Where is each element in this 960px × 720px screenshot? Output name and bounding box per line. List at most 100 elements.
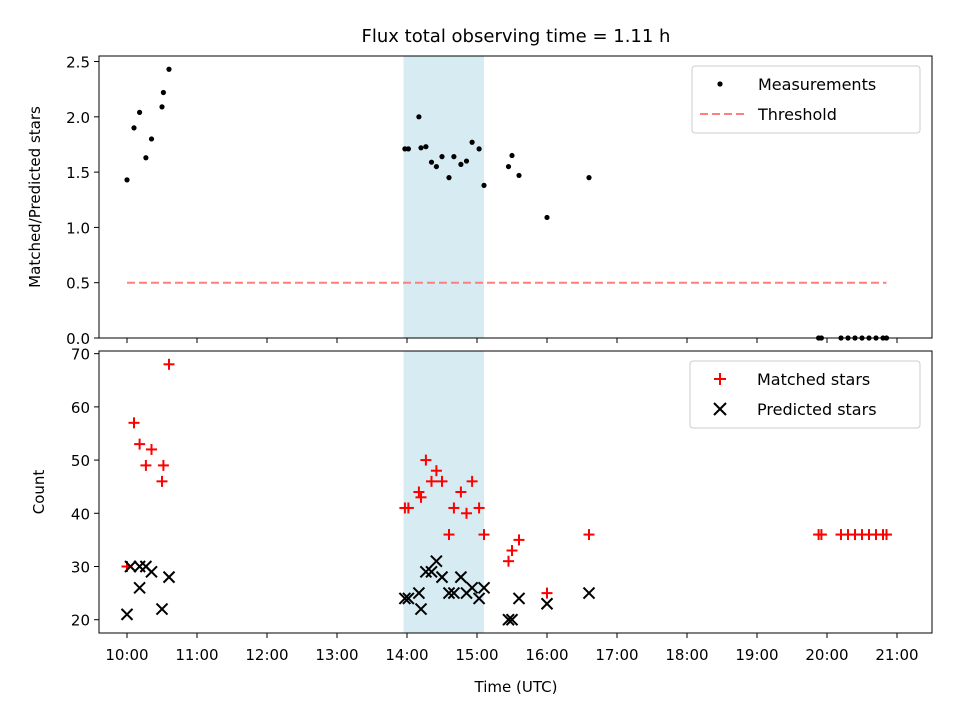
measurement-point xyxy=(166,66,172,72)
measurement-point xyxy=(131,125,137,131)
predicted-point xyxy=(477,581,491,594)
predicted-point xyxy=(120,608,134,621)
bottom-x-axis: 10:00 11:00 12:00 13:00 14:00 15:00 16:00 17:00… xyxy=(105,633,919,664)
matched-point xyxy=(473,502,485,514)
measurement-point xyxy=(505,163,512,170)
predicted-point xyxy=(472,592,486,605)
matched-point xyxy=(146,443,157,455)
matched-point xyxy=(140,459,152,471)
measurement-point xyxy=(481,182,487,188)
matched-point xyxy=(415,491,427,503)
predicted-point xyxy=(512,592,526,605)
predicted-point xyxy=(145,565,158,579)
top-y-axis: 0.0 0.5 1.0 1.5 2.0 2.5 xyxy=(66,54,99,348)
top-y-tick-label: 2.0 xyxy=(66,109,90,127)
predicted-point xyxy=(465,581,479,594)
matched-point xyxy=(402,502,414,514)
top-y-axis-label: Matched/Predicted stars xyxy=(26,106,44,288)
measurement-point xyxy=(416,114,422,120)
top-plot-frame xyxy=(98,55,933,339)
predicted-point xyxy=(430,554,443,568)
top-legend: Measurements Threshold xyxy=(691,65,921,134)
x-tick-label: 14:00 xyxy=(385,646,428,664)
x-tick-label: 17:00 xyxy=(595,646,638,664)
measurement-point xyxy=(463,158,470,164)
measurement-point xyxy=(433,163,439,170)
bottom-y-tick-label: 40 xyxy=(71,505,90,523)
measurement-point xyxy=(446,175,452,181)
predicted-point xyxy=(402,592,415,605)
predicted-point xyxy=(133,581,146,594)
legend-label-measurements: Measurements xyxy=(758,75,876,94)
matched-point xyxy=(420,454,432,466)
bottom-y-tick-label: 70 xyxy=(71,346,90,364)
predicted-point xyxy=(540,597,554,610)
measurement-point xyxy=(516,172,522,179)
x-tick-label: 12:00 xyxy=(245,646,288,664)
count-points xyxy=(120,358,892,626)
top-x-ticks xyxy=(126,338,898,343)
legend-label-threshold: Threshold xyxy=(757,105,837,124)
measurement-point xyxy=(143,155,149,161)
measurement-point xyxy=(160,89,166,96)
measurement-point xyxy=(509,152,515,159)
predicted-point xyxy=(502,613,515,626)
bottom-panel: 20 30 40 50 60 70 10:00 11:00 12:00 13:00 14:00 15… xyxy=(30,346,933,696)
matched-point xyxy=(443,529,455,541)
top-y-tick-label: 0.5 xyxy=(66,275,90,293)
bottom-y-axis: 20 30 40 50 60 70 xyxy=(71,346,99,630)
predicted-point xyxy=(162,570,176,584)
x-tick-label: 18:00 xyxy=(665,646,708,664)
top-panel: 0.0 0.5 1.0 1.5 2.0 2.5 Matched/Predicted sta… xyxy=(26,54,933,348)
legend-label-matched: Matched stars xyxy=(757,370,870,389)
predicted-point xyxy=(442,586,456,600)
measurement-point xyxy=(124,177,130,183)
measurement-point xyxy=(544,214,550,221)
matched-point xyxy=(466,475,478,487)
top-y-tick-label: 1.0 xyxy=(66,219,90,237)
predicted-point xyxy=(398,592,412,605)
predicted-point xyxy=(505,613,519,626)
measurement-points xyxy=(124,66,890,341)
measurement-point xyxy=(148,136,155,142)
measurement-point xyxy=(469,139,475,145)
legend-label-predicted: Predicted stars xyxy=(757,400,877,419)
matched-point xyxy=(430,465,442,477)
matched-point xyxy=(455,486,467,498)
measurement-point xyxy=(159,104,165,110)
measurement-point xyxy=(423,144,429,150)
matched-point xyxy=(157,459,169,471)
legend-marker-predicted xyxy=(713,402,727,416)
predicted-point xyxy=(124,560,137,573)
predicted-point xyxy=(412,586,426,600)
matched-point xyxy=(128,417,140,429)
bottom-legend-box xyxy=(689,360,921,429)
top-y-tick-label: 1.5 xyxy=(66,164,90,182)
measurement-point xyxy=(476,146,482,152)
x-tick-label: 13:00 xyxy=(315,646,358,664)
predicted-point xyxy=(425,565,438,579)
x-axis-label: Time (UTC) xyxy=(474,678,558,696)
matched-point xyxy=(513,534,525,546)
predicted-point xyxy=(419,565,433,579)
bottom-y-axis-label: Count xyxy=(30,470,48,515)
measurement-point xyxy=(458,161,464,167)
bottom-legend: Matched stars Predicted stars xyxy=(689,360,921,429)
legend-marker-matched xyxy=(714,373,726,385)
predicted-point xyxy=(454,570,468,584)
x-tick-label: 19:00 xyxy=(735,646,778,664)
measurement-point xyxy=(451,154,457,160)
bottom-y-tick-label: 60 xyxy=(71,399,90,417)
x-tick-label: 20:00 xyxy=(805,646,848,664)
measurement-point xyxy=(137,109,143,115)
matched-point xyxy=(461,507,472,519)
bottom-y-tick-label: 20 xyxy=(71,612,90,630)
matched-point xyxy=(156,475,168,487)
x-tick-label: 11:00 xyxy=(175,646,218,664)
legend-marker-measurements xyxy=(717,81,723,87)
measurement-point xyxy=(405,146,411,152)
matched-point xyxy=(583,529,595,541)
top-highlight-span xyxy=(403,56,484,338)
measurement-point xyxy=(586,175,592,181)
matched-point xyxy=(134,438,146,450)
